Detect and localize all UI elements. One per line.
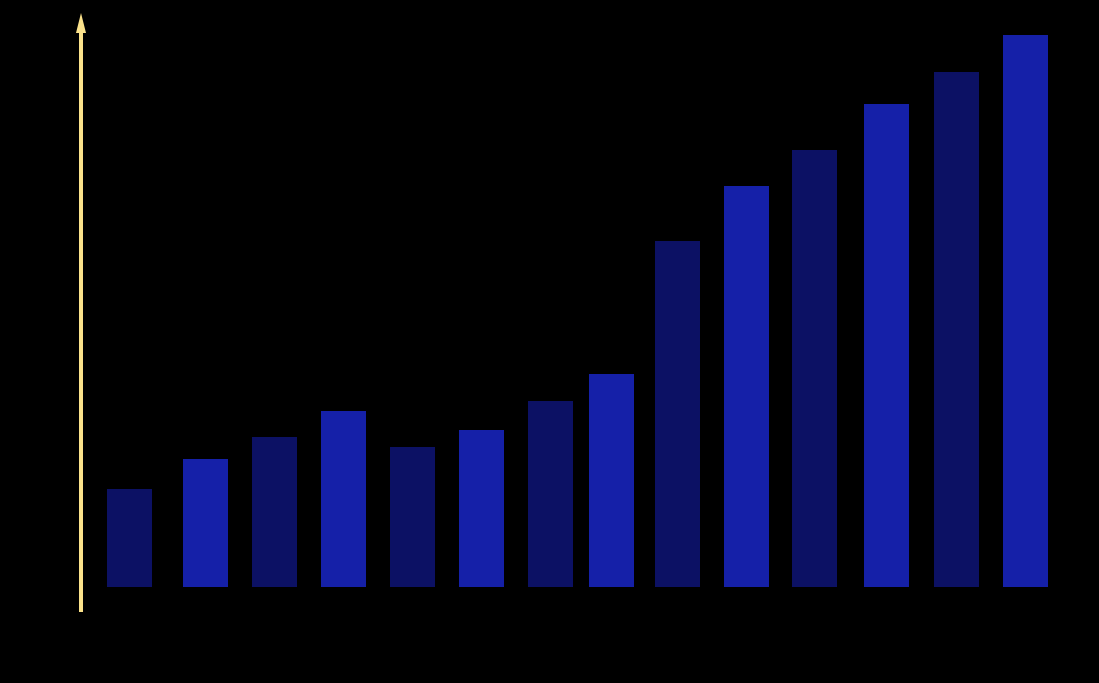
bar bbox=[792, 150, 837, 587]
bar bbox=[934, 72, 979, 587]
bar bbox=[724, 186, 769, 587]
bar bbox=[183, 459, 228, 587]
bar bbox=[1003, 35, 1048, 587]
bar bbox=[390, 447, 435, 587]
bar bbox=[864, 104, 909, 587]
bar bbox=[321, 411, 366, 587]
bar bbox=[252, 437, 297, 587]
bar bbox=[107, 489, 152, 587]
bar bbox=[589, 374, 634, 587]
bar bbox=[459, 430, 504, 587]
bar bbox=[655, 241, 700, 587]
bar bbox=[528, 401, 573, 587]
